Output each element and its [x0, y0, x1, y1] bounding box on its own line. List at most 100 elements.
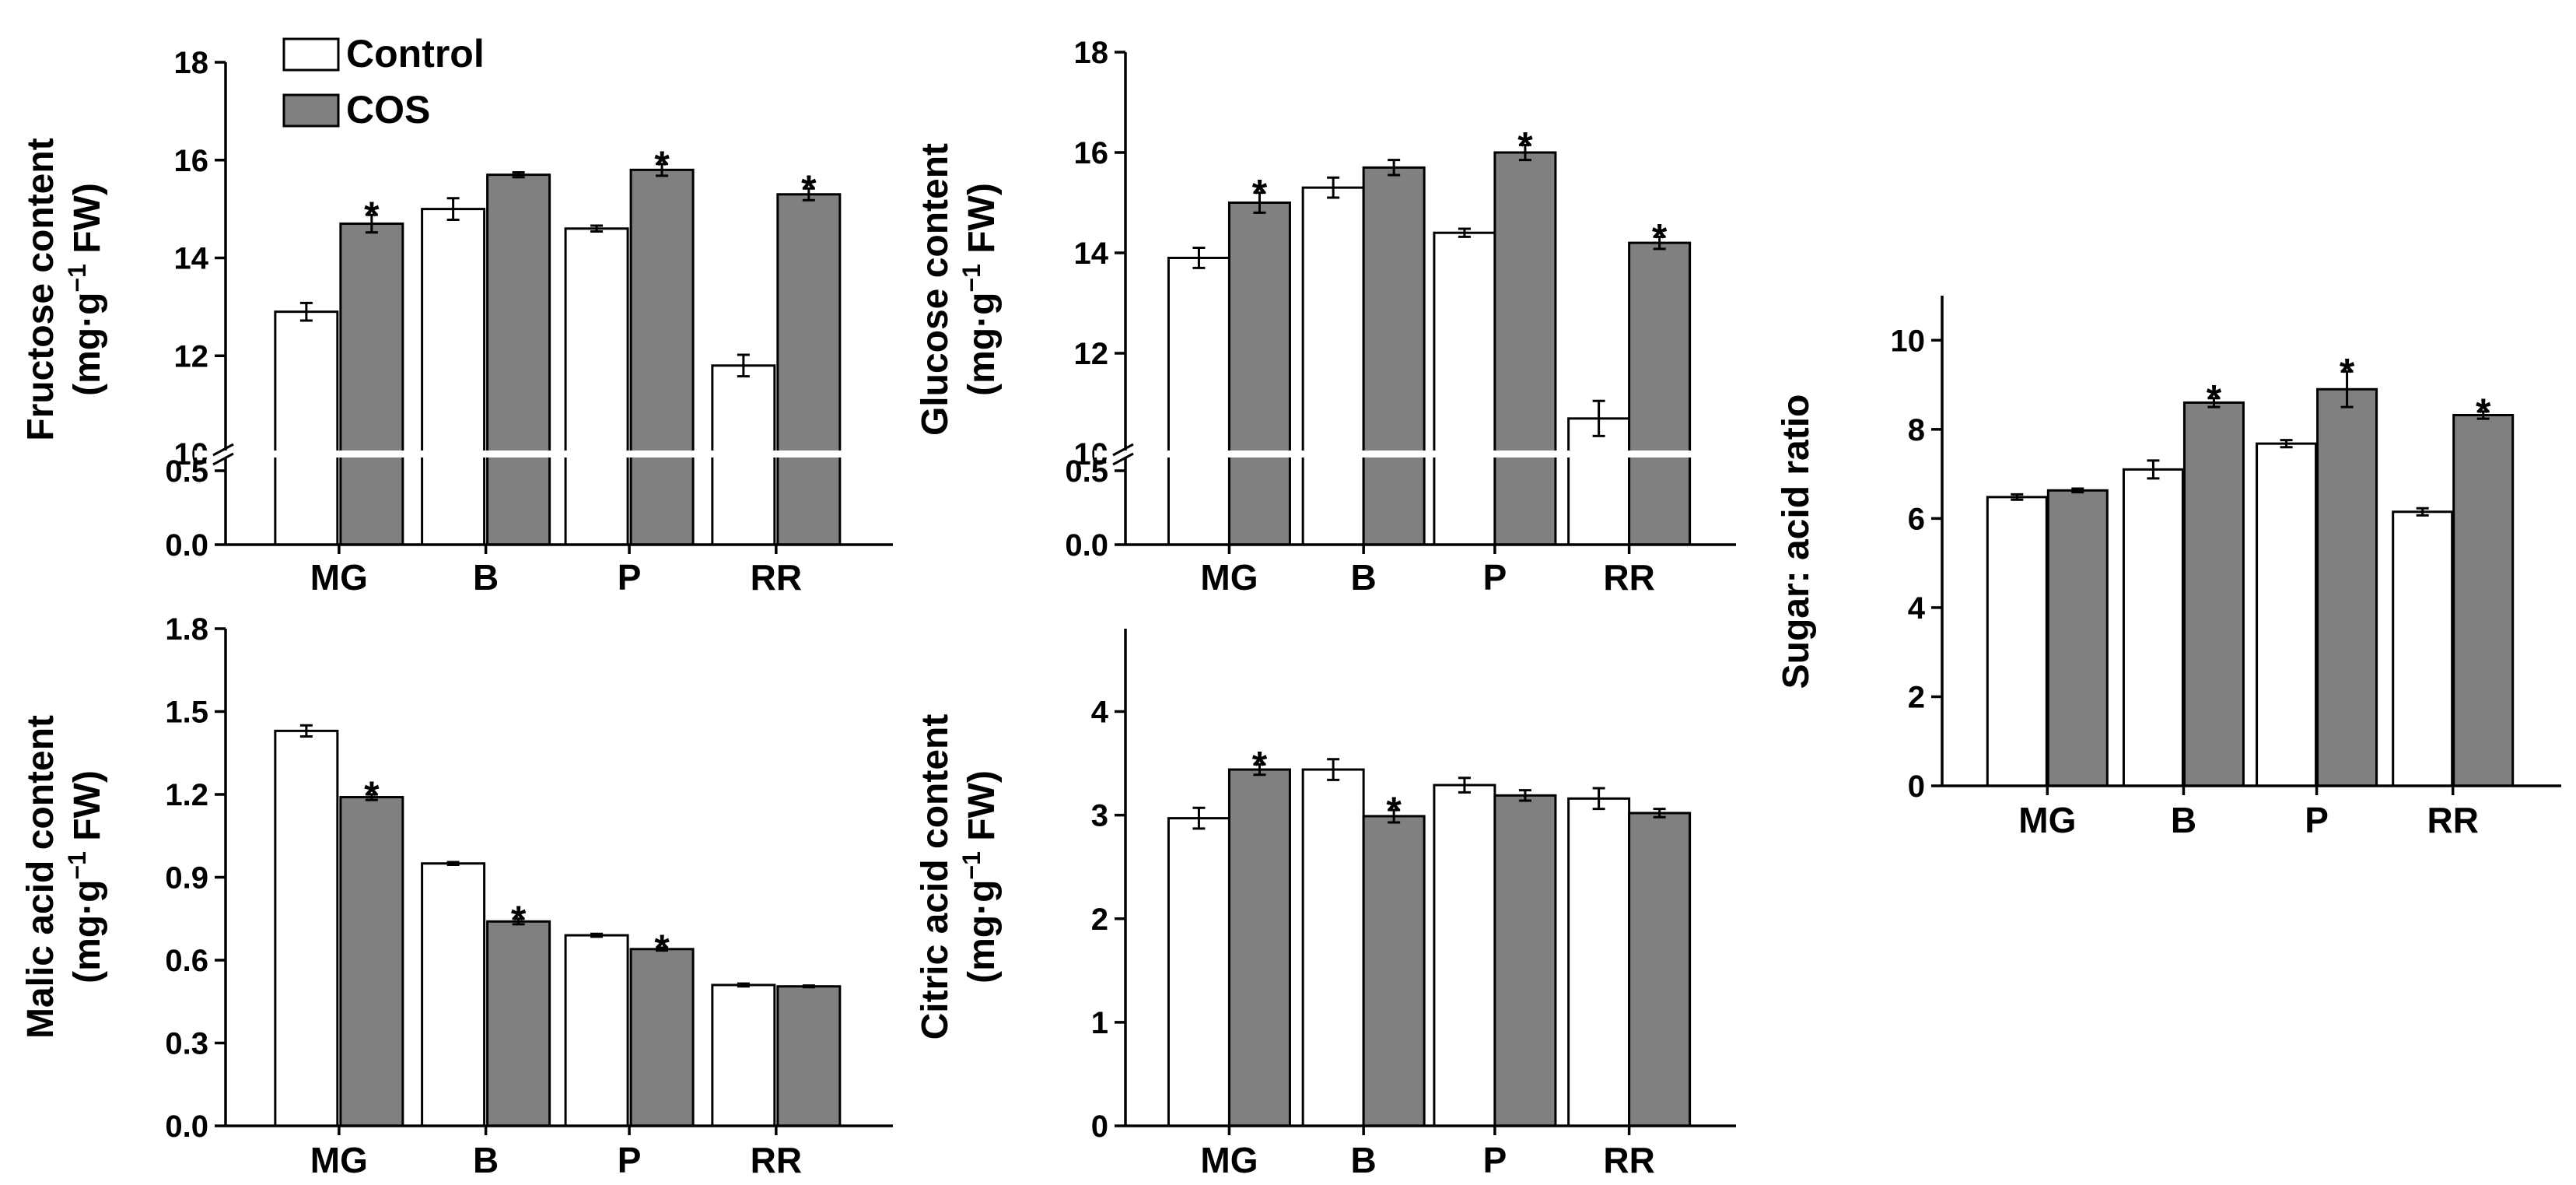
error-bar: [2340, 370, 2354, 408]
x-tick-label-b: B: [1351, 557, 1377, 598]
bar-control-mg: [274, 310, 339, 546]
y-axis-unit: (mg·g−1 FW): [957, 183, 1003, 396]
error-bar: [656, 946, 669, 952]
bar-cos-rr: [1628, 812, 1692, 1127]
x-tick-label-mg: MG: [1200, 557, 1258, 598]
unit-tail: FW): [67, 183, 108, 264]
significance-marker: *: [1386, 789, 1402, 833]
y-tick-label: 4: [1091, 696, 1109, 730]
bar-control-b: [2122, 468, 2184, 787]
significance-marker: *: [1252, 172, 1268, 216]
error-bar: [1592, 399, 1605, 437]
error-bar: [1327, 758, 1340, 781]
legend-swatch-cos: [282, 93, 340, 128]
significance-marker: *: [1652, 216, 1668, 259]
error-bar: [590, 224, 604, 233]
error-bar: [2207, 397, 2221, 408]
bar-control-b: [421, 862, 486, 1127]
unit-superscript: −1: [63, 264, 91, 292]
y-axis-unit: (mg·g−1 FW): [63, 770, 108, 983]
bar-control-b: [1301, 186, 1365, 546]
x-tick-label-mg: MG: [1200, 1140, 1258, 1180]
axis-break-band: [194, 451, 893, 458]
bar-cos-b: [486, 920, 551, 1127]
bar-cos-b: [2182, 401, 2245, 787]
bar-cos-p: [1493, 151, 1557, 546]
x-tick-label-rr: RR: [751, 1140, 802, 1180]
significance-marker: *: [2476, 391, 2491, 434]
y-tick-label: 0.5: [1065, 454, 1108, 489]
error-bar: [1253, 763, 1266, 777]
error-bar: [1518, 143, 1531, 162]
unit-text: (mg·g: [67, 293, 108, 396]
error-bar: [656, 163, 669, 177]
error-bar: [1458, 227, 1471, 238]
bar-control-mg: [1986, 496, 2048, 787]
bar-control-p: [564, 934, 629, 1127]
significance-marker: *: [511, 898, 527, 941]
y-tick-label: 2: [1091, 903, 1108, 937]
bar-cos-rr: [2452, 413, 2515, 787]
error-bar: [299, 301, 313, 322]
error-bar: [1253, 191, 1266, 214]
legend-label-control: Control: [346, 32, 485, 75]
panel-citric: * * 0 1 2 3 4 MG B P RR Citric acid content (mg·g−1 …: [915, 629, 1736, 1180]
significance-marker: *: [364, 194, 380, 237]
y-tick-label: 6: [1908, 502, 1925, 536]
axis-break-mark: [1112, 443, 1134, 457]
significance-marker: *: [2207, 377, 2222, 421]
error-bar: [1327, 176, 1340, 199]
bar-cos-mg: [1227, 768, 1291, 1127]
bar-control-mg: [274, 729, 339, 1127]
x-tick-label-p: P: [2305, 800, 2329, 840]
x-tick-label-mg: MG: [310, 557, 368, 598]
y-tick-label: 0.9: [165, 861, 208, 896]
y-tick-label: 0.3: [165, 1027, 208, 1061]
y-tick-label: 2: [1908, 680, 1925, 714]
bar-cos-p: [1493, 794, 1557, 1127]
error-bar: [1518, 789, 1531, 802]
y-tick-label: 0.0: [165, 1110, 208, 1144]
error-bar: [802, 984, 815, 989]
legend: Control COS: [282, 32, 485, 131]
significance-marker: *: [654, 143, 670, 187]
y-tick-label: 0.5: [165, 454, 208, 489]
error-bar: [2071, 487, 2084, 494]
unit-text: (mg·g: [961, 880, 1003, 983]
axis-break-band: [1094, 451, 1736, 458]
significance-marker: *: [1517, 124, 1533, 167]
bar-control-mg: [1167, 817, 1230, 1127]
x-tick-label-b: B: [473, 1140, 499, 1180]
error-bar: [1458, 777, 1471, 794]
error-bar: [2280, 439, 2293, 449]
bar-control-mg: [1167, 256, 1230, 546]
error-bar: [2476, 410, 2490, 420]
bar-control-p: [564, 227, 629, 546]
error-bar: [365, 793, 378, 801]
y-tick-label: 0.0: [1065, 528, 1108, 563]
x-tick-label-b: B: [2171, 800, 2196, 840]
error-bar: [365, 213, 378, 234]
bar-cos-mg: [339, 796, 404, 1127]
error-bar: [2416, 507, 2429, 517]
bar-control-rr: [1567, 417, 1631, 546]
y-tick-label: 1.5: [165, 696, 208, 730]
error-bar: [802, 187, 815, 202]
y-axis-unit: (mg·g−1 FW): [63, 183, 108, 396]
y-tick-label: 10: [1891, 324, 1926, 358]
axis-break-mark: [212, 443, 234, 457]
y-tick-label: 4: [1908, 591, 1926, 626]
unit-text: (mg·g: [961, 293, 1003, 396]
y-tick-label: 14: [174, 242, 209, 276]
y-axis-title: Malic acid content: [20, 715, 61, 1039]
y-axis-title: Glucose content: [915, 143, 956, 436]
x-tick-label-mg: MG: [310, 1140, 368, 1180]
y-tick-label: 0: [1091, 1110, 1108, 1144]
x-tick-label-b: B: [473, 557, 499, 598]
y-tick-label: 1.8: [165, 612, 208, 647]
error-bar: [1653, 235, 1666, 251]
y-tick-label: 18: [1074, 36, 1109, 70]
bar-cos-p: [2316, 387, 2378, 787]
x-tick-label-mg: MG: [2018, 800, 2076, 840]
